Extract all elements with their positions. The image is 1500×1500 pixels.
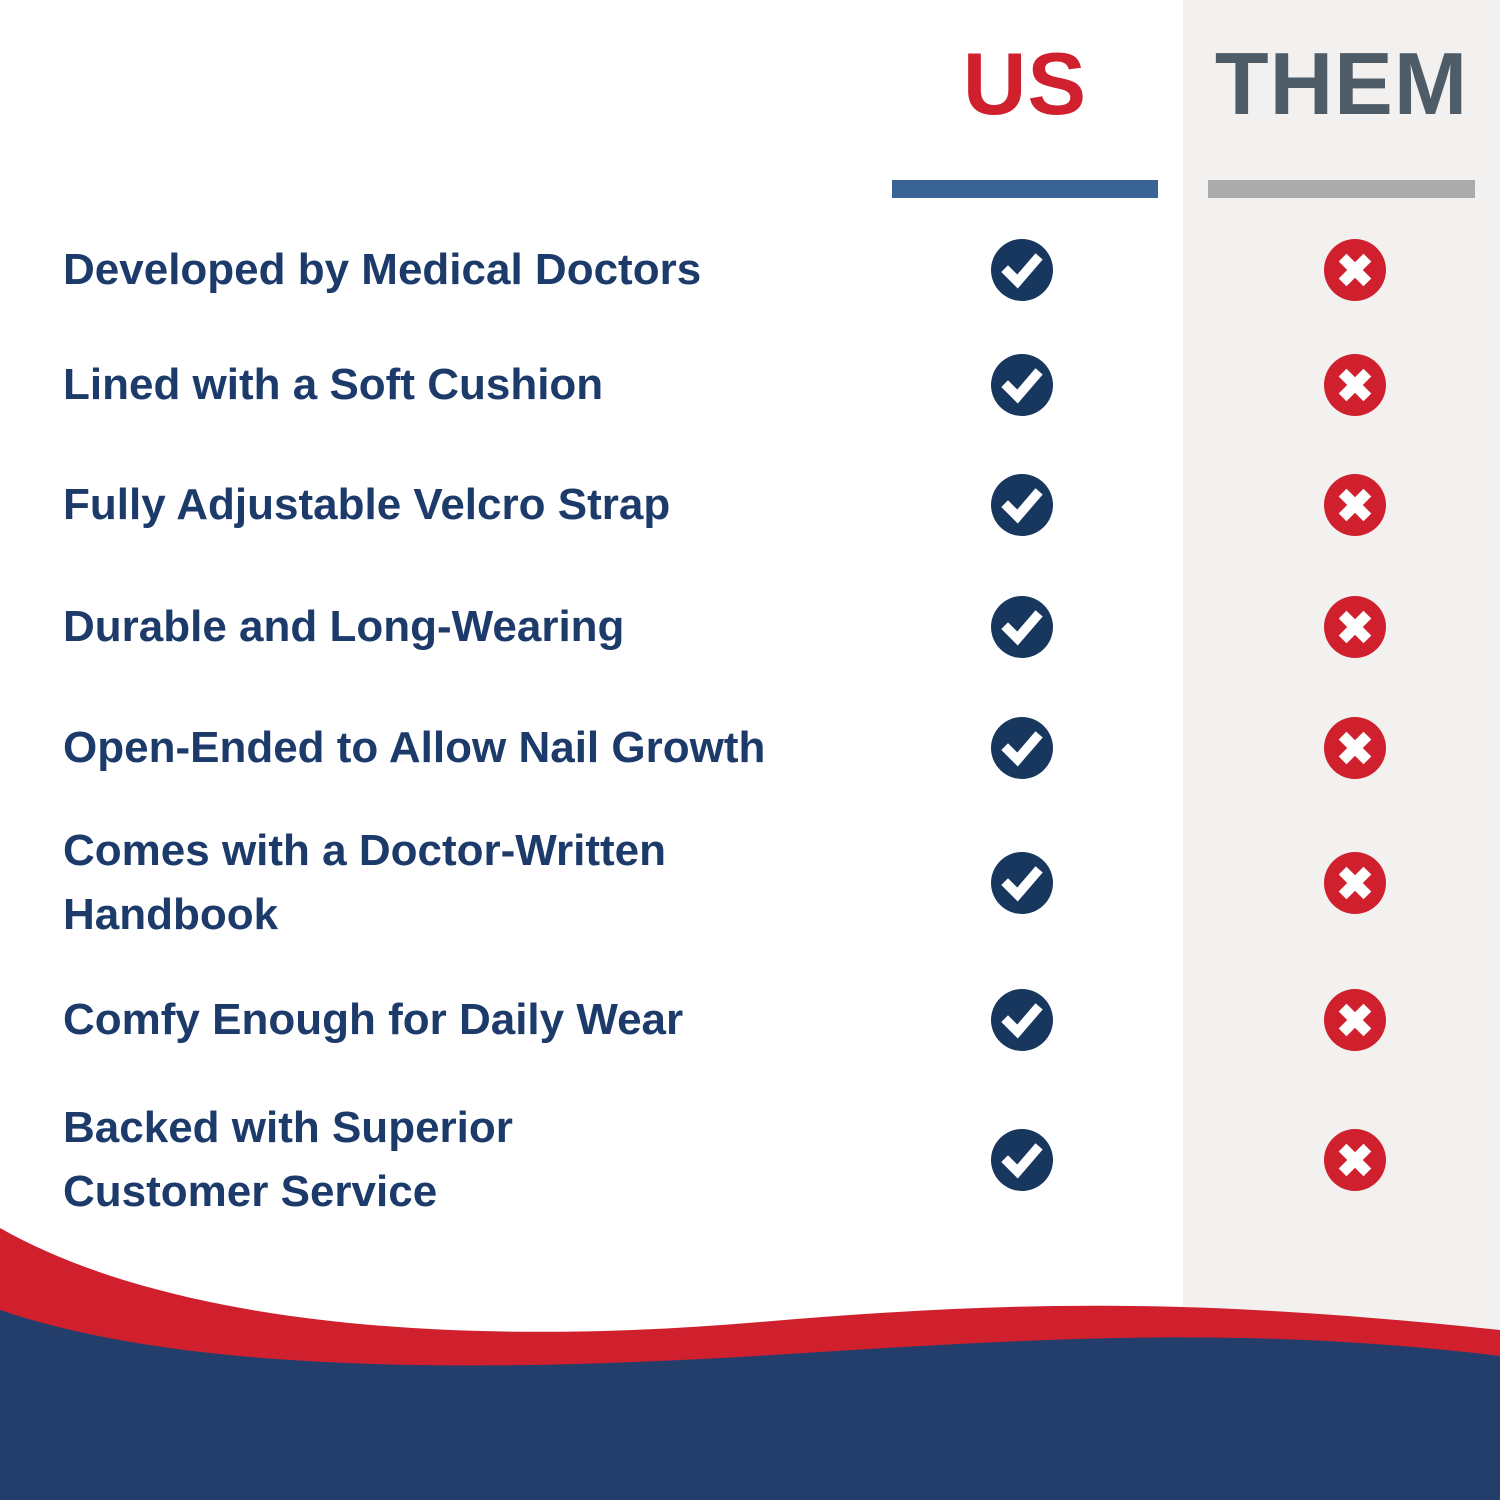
feature-label: Developed by Medical Doctors [63,245,702,294]
feature-label: Backed with Superior Customer Service [63,1103,513,1216]
feature-label: Durable and Long-Wearing [63,602,625,651]
check-icon [990,716,1054,780]
x-icon [1323,473,1387,537]
x-icon [1323,238,1387,302]
x-icon [1323,851,1387,915]
check-icon [990,353,1054,417]
check-icon [990,238,1054,302]
x-icon [1323,595,1387,659]
feature-label: Open-Ended to Allow Nail Growth [63,723,766,772]
x-icon [1323,988,1387,1052]
feature-label: Lined with a Soft Cushion [63,360,604,409]
check-icon [990,988,1054,1052]
us-column-header: US [962,34,1088,133]
check-icon [990,1128,1054,1192]
them-header-underline [1208,180,1475,198]
them-column-header: THEM [1214,34,1469,133]
check-icon [990,473,1054,537]
x-icon [1323,1128,1387,1192]
x-icon [1323,716,1387,780]
feature-label: Fully Adjustable Velcro Strap [63,480,671,529]
feature-label: Comes with a Doctor-Written Handbook [63,826,667,939]
wave-navy-band [0,1310,1500,1500]
us-header-underline [892,180,1158,198]
check-icon [990,595,1054,659]
bottom-wave-decoration [0,1228,1500,1500]
feature-label: Comfy Enough for Daily Wear [63,995,684,1044]
x-icon [1323,353,1387,417]
check-icon [990,851,1054,915]
